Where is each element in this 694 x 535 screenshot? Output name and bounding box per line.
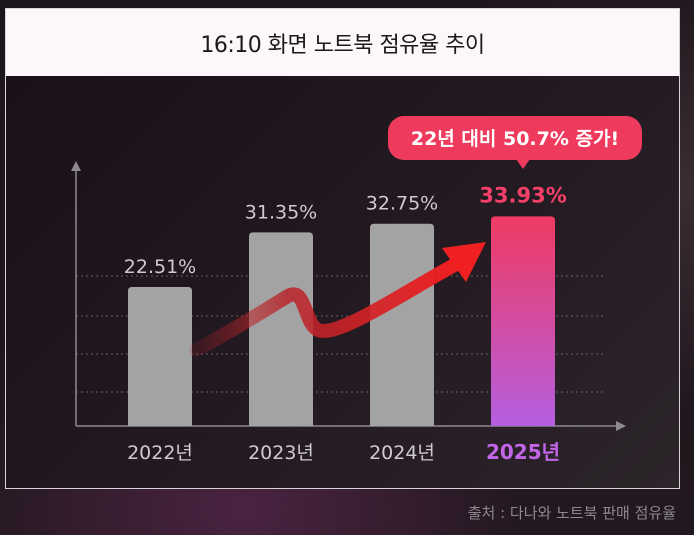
trend-arrow-line: [189, 256, 465, 357]
chart-frame: 16:10 화면 노트북 점유율 추이 22.51% 2022년 31.35% 202…: [5, 8, 680, 489]
source-note: 출처 : 다나와 노트북 판매 점유율: [467, 504, 676, 522]
bar-3: [491, 216, 555, 426]
callout-bubble: [388, 116, 642, 160]
x-tick-label-2: 2024년: [369, 442, 435, 464]
x-tick-label-1: 2023년: [248, 442, 314, 464]
callout-text: 22년 대비 50.7% 증가!: [411, 128, 619, 150]
x-tick-label-3: 2025년: [486, 440, 560, 464]
callout-pointer: [516, 159, 530, 169]
bar-1: [249, 232, 313, 426]
trend-arrow-head: [442, 242, 486, 282]
chart-title: 16:10 화면 노트북 점유율 추이: [200, 32, 485, 58]
data-label-1: 31.35%: [245, 201, 317, 223]
bar-chart: 22.51% 2022년 31.35% 2023년 32.75% 2024년 33.93% 2…: [71, 116, 642, 464]
bar-0: [128, 286, 192, 426]
title-bar: 16:10 화면 노트북 점유율 추이: [6, 9, 679, 76]
y-axis-arrowhead: [71, 161, 81, 171]
data-label-3: 33.93%: [479, 183, 566, 207]
bar-2: [370, 223, 434, 426]
data-label-2: 32.75%: [366, 193, 438, 215]
data-label-0: 22.51%: [124, 256, 196, 278]
x-tick-label-0: 2022년: [127, 442, 193, 464]
x-axis-arrowhead: [616, 421, 626, 431]
chart-area: 22.51% 2022년 31.35% 2023년 32.75% 2024년 33.93% 2…: [6, 76, 679, 488]
